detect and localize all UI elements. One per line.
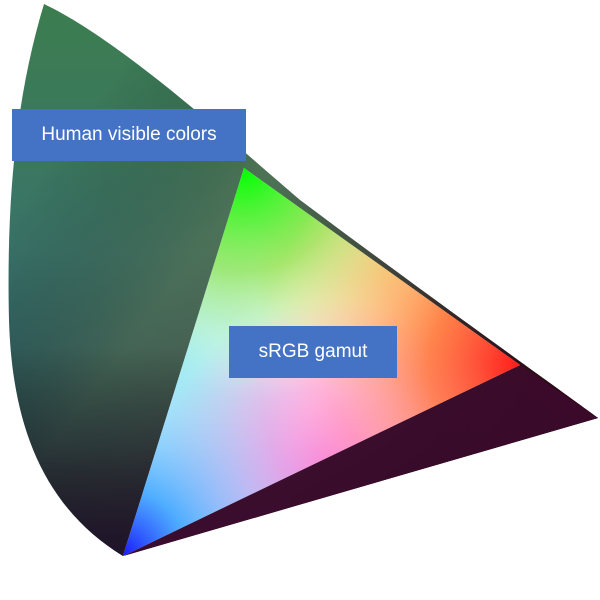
srgb-gamut-label: sRGB gamut xyxy=(229,326,397,378)
human-visible-colors-label: Human visible colors xyxy=(12,109,246,161)
